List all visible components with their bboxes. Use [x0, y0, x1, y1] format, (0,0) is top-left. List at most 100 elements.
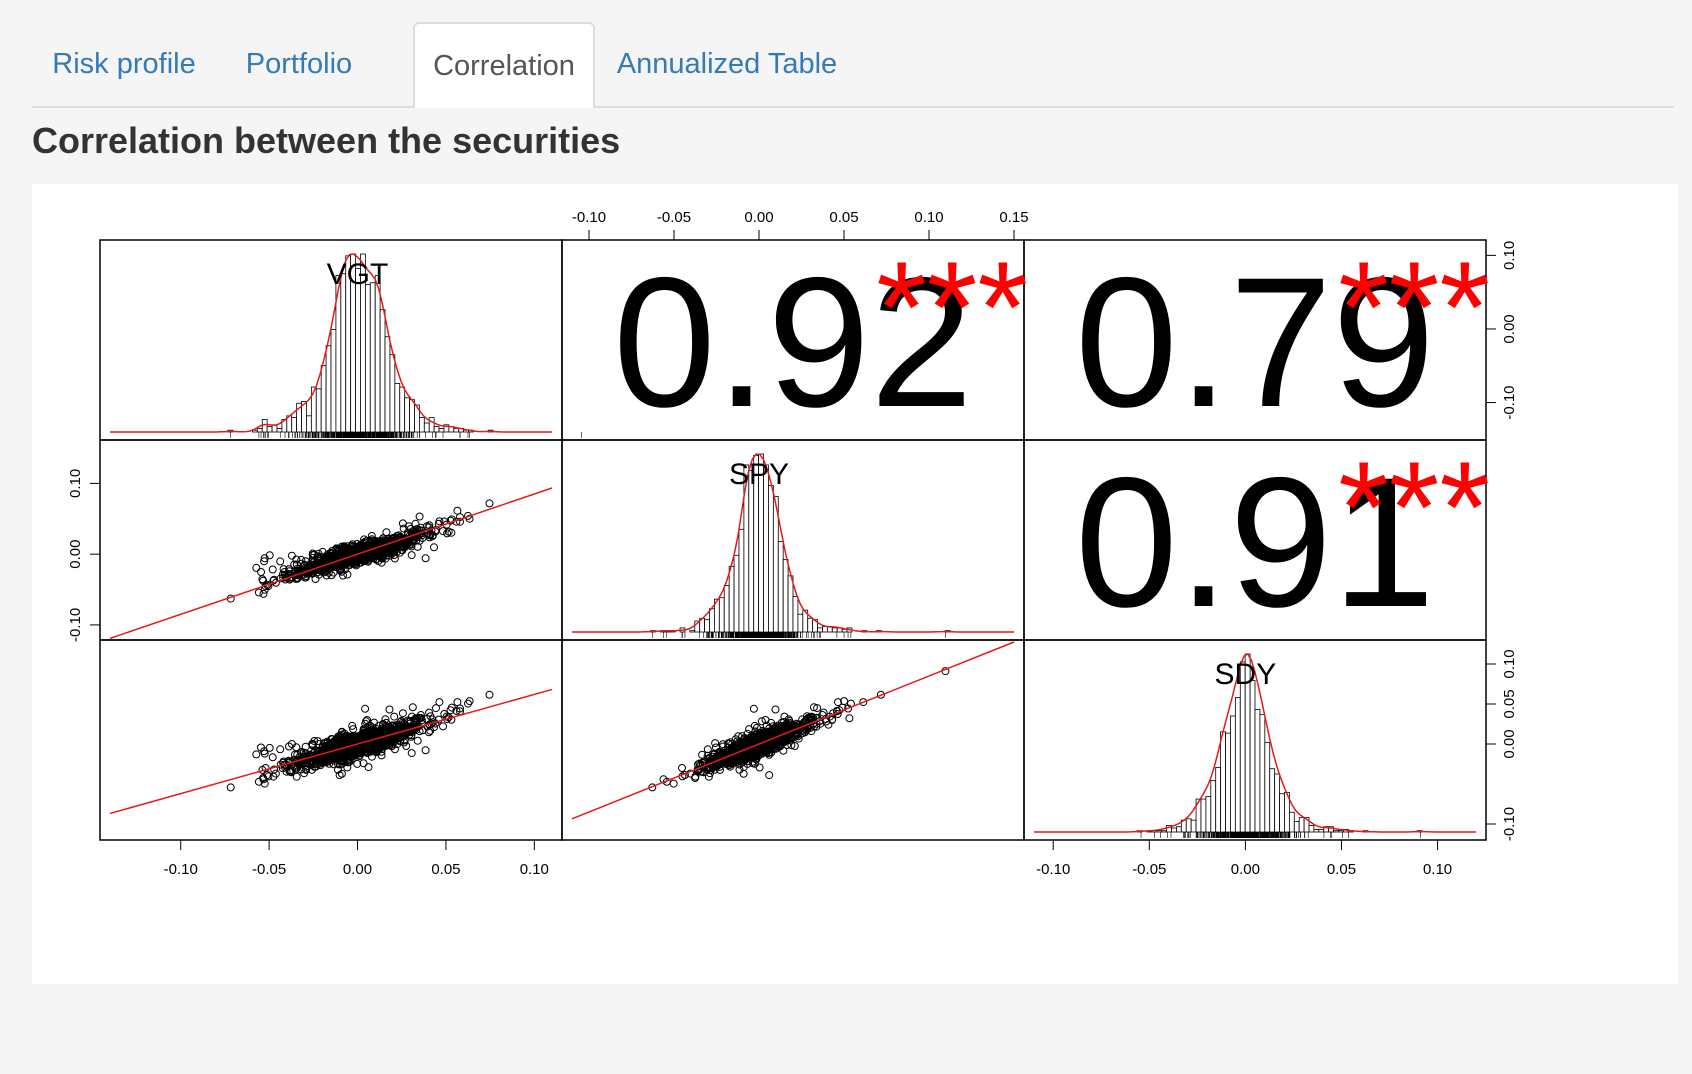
- data-point: [485, 690, 494, 699]
- histogram-bar: [1259, 714, 1266, 833]
- data-point: [348, 721, 357, 730]
- data-point: [265, 743, 274, 752]
- data-point: [363, 737, 372, 746]
- data-point: [417, 714, 426, 722]
- tab-bar: Risk profile Portfolio Correlation Annua…: [32, 22, 1674, 108]
- data-point: [335, 771, 344, 780]
- data-point: [276, 557, 285, 566]
- histogram-bar: [1298, 817, 1305, 833]
- histogram-bar: [399, 386, 406, 433]
- tab-correlation[interactable]: Correlation: [413, 22, 595, 108]
- histogram-bar: [340, 273, 347, 433]
- data-point: [254, 777, 263, 786]
- histogram-bar: [1328, 826, 1334, 833]
- data-point: [257, 568, 265, 576]
- data-point: [348, 754, 357, 763]
- histogram-bar: [320, 365, 327, 433]
- scatter-sdy-vs-spy: [648, 667, 950, 792]
- data-point: [260, 557, 269, 566]
- data-point: [398, 519, 407, 528]
- histogram-bar: [394, 383, 401, 433]
- histogram-bar: [1333, 830, 1339, 833]
- histogram-bar: [418, 417, 425, 433]
- data-point: [328, 547, 337, 555]
- data-point: [399, 524, 408, 533]
- histogram-sdy: [1136, 653, 1423, 833]
- histogram-bar: [782, 559, 789, 633]
- data-point: [261, 764, 270, 772]
- data-point: [290, 755, 299, 764]
- histogram-bar: [1293, 821, 1300, 833]
- data-point: [264, 772, 273, 781]
- data-point: [364, 556, 373, 565]
- data-point: [389, 721, 398, 730]
- data-point: [421, 746, 430, 755]
- data-point: [790, 742, 799, 750]
- data-point: [398, 546, 407, 555]
- histogram-bar: [1200, 798, 1207, 833]
- histogram-bar: [369, 282, 376, 433]
- histogram-bar: [704, 619, 710, 633]
- data-point: [308, 553, 317, 562]
- data-point: [323, 755, 332, 763]
- fit-line-spy-vs-vgt: [109, 487, 553, 640]
- data-point: [353, 759, 362, 768]
- histogram-bar: [822, 626, 828, 633]
- data-point: [367, 752, 376, 761]
- histogram-bar: [723, 585, 730, 633]
- histogram-bar: [738, 528, 745, 633]
- data-point: [390, 712, 399, 721]
- data-point: [428, 532, 437, 541]
- data-point: [370, 718, 379, 727]
- data-point: [286, 570, 295, 579]
- histogram-bar: [276, 428, 283, 433]
- data-point: [308, 741, 317, 749]
- data-point: [260, 779, 269, 788]
- histogram-bar: [433, 426, 440, 433]
- histogram-bar: [1156, 830, 1163, 833]
- data-point: [416, 523, 425, 532]
- data-point: [425, 521, 434, 530]
- histogram-bar: [748, 470, 755, 633]
- tab-risk-profile[interactable]: Risk profile: [52, 48, 196, 80]
- tab-annualized-table[interactable]: Annualized Table: [616, 48, 838, 80]
- variable-label-sdy: SDY: [1215, 658, 1277, 691]
- histogram-bar: [728, 565, 735, 633]
- scatter-spy-vs-vgt: [226, 499, 494, 603]
- data-point: [308, 551, 317, 559]
- data-point: [336, 735, 345, 744]
- histogram-bar: [379, 309, 386, 433]
- data-point: [413, 736, 422, 745]
- data-point: [311, 575, 320, 583]
- data-point: [336, 760, 344, 769]
- histogram-bar: [1254, 708, 1261, 833]
- histogram-bar: [325, 345, 332, 433]
- data-point: [447, 515, 456, 524]
- histogram-bar: [831, 627, 838, 633]
- data-point: [338, 737, 347, 746]
- tab-portfolio[interactable]: Portfolio: [245, 48, 353, 80]
- histogram-bar: [1210, 780, 1217, 833]
- histogram-bar: [1318, 828, 1325, 833]
- histogram-bar: [315, 388, 322, 433]
- histogram-bar: [1249, 679, 1256, 833]
- data-point: [338, 727, 346, 736]
- histogram-bar: [1171, 827, 1177, 833]
- data-point: [293, 763, 302, 772]
- histogram-bar: [330, 329, 337, 433]
- histogram-bar: [355, 267, 361, 433]
- data-point: [269, 772, 278, 781]
- data-point: [361, 704, 370, 713]
- histogram-bar: [772, 496, 779, 633]
- data-point: [287, 551, 296, 560]
- data-point: [309, 562, 318, 571]
- data-point: [334, 765, 342, 774]
- data-point: [444, 527, 453, 536]
- data-point: [359, 759, 368, 768]
- density-curve-vgt: [110, 253, 552, 433]
- data-point: [465, 697, 474, 706]
- histogram-bar: [689, 630, 696, 633]
- data-point: [381, 722, 390, 731]
- data-point: [456, 517, 464, 526]
- data-point: [327, 739, 336, 748]
